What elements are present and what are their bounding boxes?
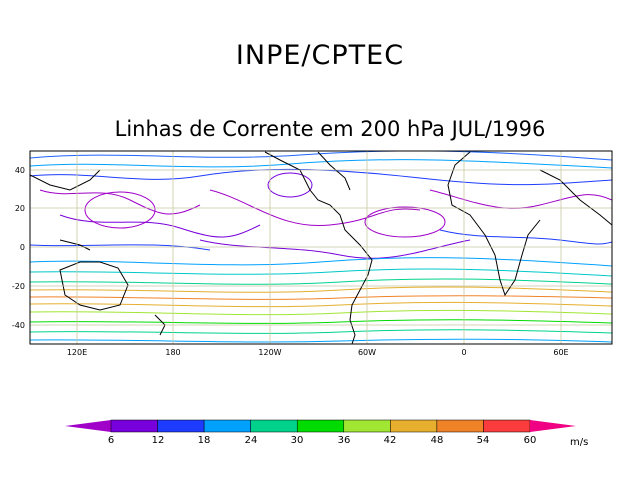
lon-label: 0 — [461, 348, 466, 357]
colorbar-tick-label: 42 — [384, 435, 397, 446]
map-frame — [29, 150, 613, 345]
colorbar-segment — [483, 419, 531, 433]
colorbar-tick-label: 6 — [108, 435, 114, 446]
colorbar-ticks: 6 12 18 24 30 36 42 48 54 60 — [108, 435, 537, 446]
organization-title: INPE/CPTEC — [235, 40, 405, 71]
colorbar-segment — [390, 419, 438, 433]
lat-label: 20 — [15, 204, 25, 213]
coastlines — [30, 151, 612, 344]
east-asia-coast — [30, 169, 101, 191]
lat-label: 0 — [20, 243, 25, 252]
map-title: Linhas de Corrente em 200 hPa JUL/1996 — [114, 117, 546, 141]
colorbar-segment — [436, 419, 484, 433]
colorbar-segment — [296, 419, 345, 433]
map-background — [30, 151, 612, 344]
colorbar-tick-label: 36 — [338, 435, 351, 446]
lon-axis: 120E 180 120W 60W 0 60E — [67, 348, 569, 357]
colorbar-tick-label: 48 — [431, 435, 444, 446]
lat-label: 40 — [15, 166, 25, 175]
colorbar — [65, 419, 576, 433]
colorbar-segment — [343, 419, 391, 433]
lon-label: 180 — [165, 348, 180, 357]
lon-label: 120W — [258, 348, 281, 357]
colorbar-segment — [203, 419, 251, 433]
colorbar-tick-label: 12 — [152, 435, 165, 446]
colorbar-unit: m/s — [570, 437, 588, 448]
colorbar-arrow-low — [65, 420, 111, 432]
colorbar-tick-label: 54 — [477, 435, 490, 446]
colorbar-tick-label: 60 — [524, 435, 537, 446]
lat-axis: 40 20 0 -20 -40 — [12, 166, 25, 330]
americas-coast — [264, 151, 373, 344]
lon-label: 60E — [553, 348, 568, 357]
australia-coast — [59, 261, 129, 311]
graticule — [30, 151, 612, 344]
colorbar-segment — [250, 419, 298, 433]
colorbar-tick-label: 18 — [198, 435, 211, 446]
colorbar-tick-label: 24 — [245, 435, 258, 446]
colorbar-arrow-high — [530, 420, 576, 432]
lon-label: 60W — [358, 348, 376, 357]
lat-label: -40 — [12, 321, 25, 330]
colorbar-tick-label: 30 — [291, 435, 304, 446]
lon-label: 120E — [67, 348, 87, 357]
asia-coast — [539, 169, 612, 226]
colorbar-segment — [110, 419, 158, 433]
lat-label: -20 — [12, 282, 25, 291]
north-america-east-coast — [317, 151, 351, 191]
indonesia-coast — [59, 239, 91, 251]
colorbar-segment — [157, 419, 205, 433]
africa-coast — [447, 151, 541, 297]
